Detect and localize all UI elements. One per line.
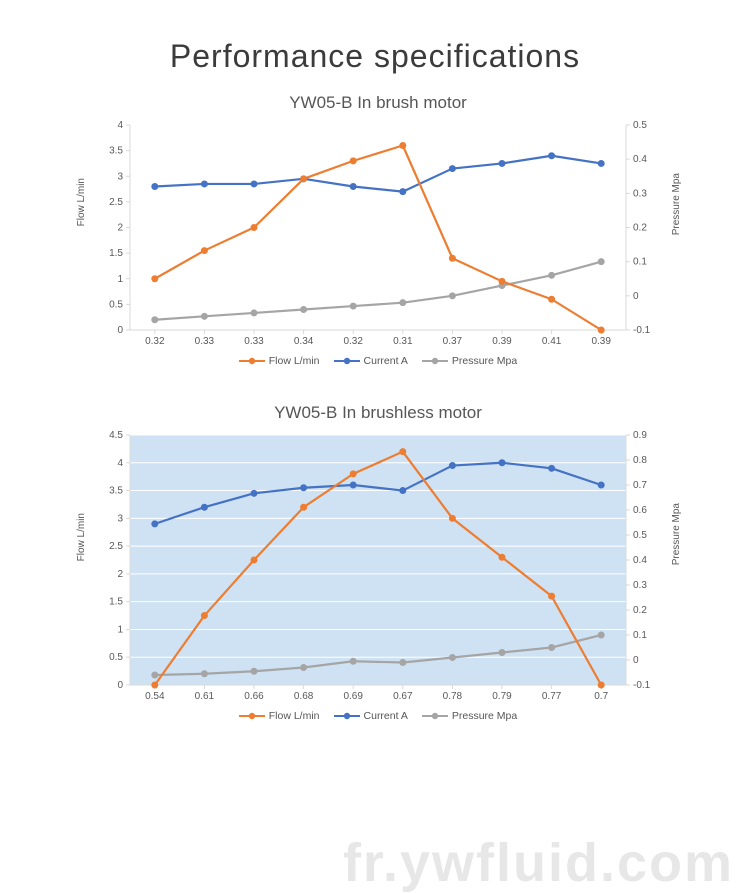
svg-text:0.78: 0.78 <box>443 691 463 702</box>
svg-text:3.5: 3.5 <box>109 146 123 157</box>
svg-text:0.33: 0.33 <box>195 336 215 347</box>
svg-text:0.31: 0.31 <box>393 336 413 347</box>
legend-current-label-2: Current A <box>364 710 408 722</box>
svg-text:0.7: 0.7 <box>633 480 647 491</box>
svg-text:2: 2 <box>117 223 123 234</box>
svg-text:0: 0 <box>117 325 123 336</box>
svg-text:2.5: 2.5 <box>109 197 123 208</box>
svg-text:0.9: 0.9 <box>633 430 647 441</box>
legend-current-2: Current A <box>334 710 408 722</box>
svg-text:1: 1 <box>117 274 123 285</box>
svg-text:0.54: 0.54 <box>145 691 165 702</box>
svg-text:0.41: 0.41 <box>542 336 562 347</box>
chart-1-right-axis-label: Pressure Mpa <box>671 173 682 235</box>
svg-text:0.61: 0.61 <box>195 691 215 702</box>
svg-text:0.66: 0.66 <box>244 691 264 702</box>
legend-flow: Flow L/min <box>239 355 320 367</box>
svg-text:0.4: 0.4 <box>633 154 647 165</box>
chart-1-left-axis-label: Flow L/min <box>76 178 87 226</box>
svg-text:0.1: 0.1 <box>633 257 647 268</box>
svg-text:0.37: 0.37 <box>443 336 463 347</box>
chart-1: YW05-B In brush motor Flow L/min Pressur… <box>88 93 668 367</box>
svg-text:-0.1: -0.1 <box>633 325 651 336</box>
svg-text:0.5: 0.5 <box>109 299 123 310</box>
svg-text:0.69: 0.69 <box>343 691 363 702</box>
legend-flow-label: Flow L/min <box>269 355 320 367</box>
svg-text:2: 2 <box>117 569 123 580</box>
svg-text:3.5: 3.5 <box>109 486 123 497</box>
legend-pressure-label: Pressure Mpa <box>452 355 517 367</box>
svg-text:4.5: 4.5 <box>109 430 123 441</box>
svg-text:0.32: 0.32 <box>145 336 165 347</box>
page-title: Performance specifications <box>0 38 750 75</box>
svg-text:0.5: 0.5 <box>109 652 123 663</box>
svg-text:0.1: 0.1 <box>633 630 647 641</box>
chart-1-legend: Flow L/min Current A Pressure Mpa <box>88 355 668 367</box>
legend-current: Current A <box>334 355 408 367</box>
svg-text:0.5: 0.5 <box>633 530 647 541</box>
svg-text:0: 0 <box>633 655 639 666</box>
chart-1-title: YW05-B In brush motor <box>88 93 668 113</box>
legend-flow-label-2: Flow L/min <box>269 710 320 722</box>
chart-2-right-axis-label: Pressure Mpa <box>671 503 682 565</box>
svg-text:-0.1: -0.1 <box>633 680 651 691</box>
svg-text:2.5: 2.5 <box>109 541 123 552</box>
chart-2-legend: Flow L/min Current A Pressure Mpa <box>88 710 668 722</box>
legend-pressure: Pressure Mpa <box>422 355 517 367</box>
chart-1-svg: 0 0.5 1 1.5 2 2.5 3 3.5 4 -0.1 0 0.1 0.2 0.3 0.4 0.5 0.3… <box>88 117 668 352</box>
legend-current-label: Current A <box>364 355 408 367</box>
svg-text:0.32: 0.32 <box>343 336 363 347</box>
svg-text:0.3: 0.3 <box>633 580 647 591</box>
chart-2-svg: 0 0.5 1 1.5 2 2.5 3 3.5 4 4.5 -0.1 0 0.1 0.2 0.3 0.4 0.5… <box>88 427 668 707</box>
svg-text:0.39: 0.39 <box>591 336 611 347</box>
svg-text:3: 3 <box>117 513 123 524</box>
svg-text:0.79: 0.79 <box>492 691 512 702</box>
svg-text:3: 3 <box>117 171 123 182</box>
legend-pressure-2: Pressure Mpa <box>422 710 517 722</box>
svg-text:0.77: 0.77 <box>542 691 562 702</box>
svg-text:1.5: 1.5 <box>109 248 123 259</box>
chart-2: YW05-B In brushless motor Flow L/min Pre… <box>88 403 668 722</box>
svg-text:0: 0 <box>633 291 639 302</box>
svg-text:0.34: 0.34 <box>294 336 314 347</box>
svg-text:0.67: 0.67 <box>393 691 413 702</box>
svg-text:0: 0 <box>117 680 123 691</box>
svg-text:4: 4 <box>117 120 123 131</box>
svg-text:0.5: 0.5 <box>633 120 647 131</box>
svg-text:0.8: 0.8 <box>633 455 647 466</box>
watermark: fr.ywfluid.com <box>343 832 734 894</box>
chart-2-left-axis-label: Flow L/min <box>76 513 87 561</box>
svg-text:0.3: 0.3 <box>633 188 647 199</box>
svg-text:1: 1 <box>117 624 123 635</box>
svg-text:0.4: 0.4 <box>633 555 647 566</box>
legend-pressure-label-2: Pressure Mpa <box>452 710 517 722</box>
svg-text:0.2: 0.2 <box>633 605 647 616</box>
svg-text:4: 4 <box>117 458 123 469</box>
svg-text:0.2: 0.2 <box>633 223 647 234</box>
chart-2-title: YW05-B In brushless motor <box>88 403 668 423</box>
svg-text:0.6: 0.6 <box>633 505 647 516</box>
svg-text:0.68: 0.68 <box>294 691 314 702</box>
svg-text:0.33: 0.33 <box>244 336 264 347</box>
svg-text:1.5: 1.5 <box>109 597 123 608</box>
svg-text:0.7: 0.7 <box>594 691 608 702</box>
legend-flow-2: Flow L/min <box>239 710 320 722</box>
svg-text:0.39: 0.39 <box>492 336 512 347</box>
